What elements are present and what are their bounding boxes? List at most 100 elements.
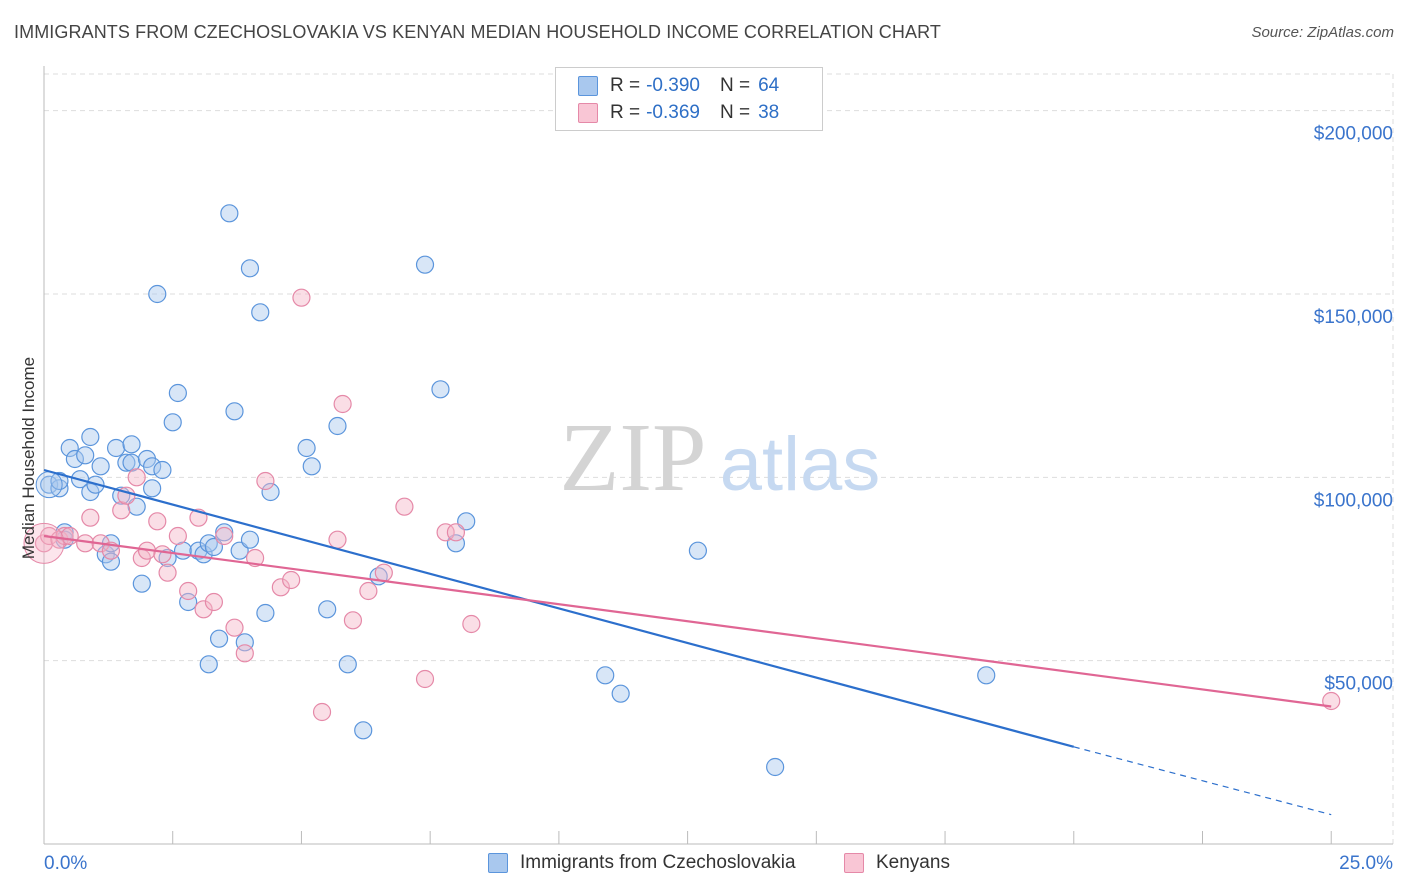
point-kenyan bbox=[395, 497, 414, 516]
point-czechoslovakia bbox=[50, 471, 69, 491]
bottom-legend-swatch-blue bbox=[488, 853, 508, 873]
bottom-legend-series2: Kenyans bbox=[844, 852, 950, 874]
chart-source: Source: ZipAtlas.com bbox=[1251, 24, 1394, 41]
point-czechoslovakia bbox=[611, 684, 630, 703]
point-kenyan bbox=[215, 526, 234, 546]
legend-r-label: R = bbox=[610, 102, 641, 123]
legend-row-series2: R = -0.369 N = 38 bbox=[578, 101, 779, 125]
point-czechoslovakia bbox=[240, 530, 260, 549]
axes bbox=[43, 66, 1393, 845]
point-kenyan bbox=[271, 578, 290, 597]
point-kenyan bbox=[328, 530, 347, 549]
point-czechoslovakia bbox=[240, 259, 260, 278]
chart-title: IMMIGRANTS FROM CZECHOSLOVAKIA VS KENYAN… bbox=[14, 22, 941, 42]
point-czechoslovakia bbox=[132, 574, 151, 593]
y-tick-label: $50,000 bbox=[1324, 674, 1393, 695]
trend-lines bbox=[43, 468, 1332, 816]
point-kenyan bbox=[359, 581, 378, 601]
point-kenyan bbox=[127, 468, 146, 487]
point-czechoslovakia bbox=[117, 453, 136, 472]
point-czechoslovakia bbox=[50, 479, 69, 498]
legend-n-label: N = bbox=[719, 102, 751, 123]
legend-n-value: 38 bbox=[758, 102, 780, 123]
point-czechoslovakia bbox=[338, 655, 357, 674]
legend-n-label: N = bbox=[719, 75, 751, 96]
point-kenyan bbox=[153, 545, 172, 564]
point-kenyan bbox=[225, 618, 244, 637]
point-czechoslovakia bbox=[302, 457, 321, 476]
point-kenyan bbox=[333, 394, 352, 414]
point-czechoslovakia bbox=[297, 438, 316, 458]
point-kenyan-large bbox=[23, 522, 65, 564]
legend-n-value: 64 bbox=[758, 75, 780, 96]
point-czechoslovakia bbox=[261, 482, 280, 502]
point-kenyan bbox=[158, 563, 177, 582]
grid-lines bbox=[44, 73, 1394, 844]
point-czechoslovakia bbox=[143, 479, 162, 498]
point-czechoslovakia bbox=[354, 721, 373, 740]
y-tick-label: $150,000 bbox=[1314, 307, 1393, 328]
point-czechoslovakia bbox=[148, 284, 167, 304]
point-czechoslovakia bbox=[220, 204, 239, 223]
x-tick-label: 25.0% bbox=[1339, 853, 1393, 874]
trend-line-czechoslovakia-extension bbox=[1073, 746, 1332, 816]
y-axis-label: Median Household Income bbox=[19, 357, 38, 559]
point-kenyan bbox=[194, 600, 213, 619]
point-czechoslovakia bbox=[199, 655, 218, 674]
point-czechoslovakia bbox=[91, 457, 110, 476]
point-czechoslovakia bbox=[977, 666, 996, 685]
point-kenyan bbox=[204, 592, 224, 612]
bottom-legend-swatch-pink bbox=[844, 853, 864, 873]
point-czechoslovakia-large bbox=[35, 471, 63, 499]
point-kenyan bbox=[256, 471, 275, 491]
point-kenyan bbox=[282, 570, 301, 590]
tick-labels: $50,000 $100,000 $150,000 $200,000 0.0% 25.0% bbox=[44, 124, 1393, 874]
y-tick-label: $100,000 bbox=[1314, 490, 1393, 511]
point-kenyan bbox=[374, 563, 393, 582]
point-czechoslovakia bbox=[431, 380, 450, 399]
point-czechoslovakia bbox=[688, 541, 708, 560]
point-kenyan bbox=[312, 702, 332, 722]
point-czechoslovakia bbox=[76, 446, 95, 465]
trend-line-czechoslovakia bbox=[43, 468, 1075, 748]
point-kenyan bbox=[1322, 691, 1341, 711]
point-kenyan bbox=[179, 581, 198, 601]
point-kenyan bbox=[81, 508, 100, 527]
watermark-atlas: atlas bbox=[720, 422, 881, 507]
point-kenyan bbox=[343, 611, 363, 630]
y-tick-label: $200,000 bbox=[1314, 124, 1393, 145]
watermark-zip: ZIP bbox=[560, 404, 707, 512]
point-czechoslovakia bbox=[766, 757, 785, 777]
legend-r-label: R = bbox=[610, 75, 641, 96]
point-czechoslovakia bbox=[168, 383, 187, 403]
point-kenyan bbox=[168, 526, 187, 546]
watermark: ZIP atlas bbox=[560, 404, 881, 512]
point-czechoslovakia bbox=[251, 303, 270, 322]
legend-row-series1: R = -0.390 N = 64 bbox=[578, 74, 779, 98]
point-czechoslovakia bbox=[328, 416, 347, 436]
point-kenyan bbox=[148, 512, 167, 531]
point-czechoslovakia bbox=[596, 666, 615, 685]
x-tick-label: 0.0% bbox=[44, 853, 87, 874]
point-czechoslovakia bbox=[106, 438, 126, 458]
bottom-legend-label: Kenyans bbox=[876, 852, 950, 873]
point-czechoslovakia bbox=[40, 475, 59, 494]
point-czechoslovakia bbox=[143, 457, 162, 476]
point-kenyan bbox=[446, 523, 466, 542]
legend-r-value: -0.390 bbox=[646, 75, 700, 96]
legend-swatch-pink bbox=[578, 103, 598, 123]
point-czechoslovakia bbox=[209, 629, 229, 648]
legend-r-value: -0.369 bbox=[646, 102, 700, 123]
point-czechoslovakia bbox=[65, 449, 84, 469]
legend-box: R = -0.390 N = 64 R = -0.369 N = 38 bbox=[555, 67, 823, 131]
point-czechoslovakia bbox=[81, 427, 100, 447]
point-czechoslovakia bbox=[415, 255, 435, 274]
point-kenyan bbox=[235, 644, 254, 663]
point-kenyan bbox=[415, 669, 435, 689]
point-czechoslovakia bbox=[60, 438, 79, 458]
point-czechoslovakia bbox=[318, 600, 337, 619]
point-czechoslovakia bbox=[163, 413, 182, 432]
bottom-legend-label: Immigrants from Czechoslovakia bbox=[520, 852, 796, 873]
legend-swatch-blue bbox=[578, 76, 598, 96]
